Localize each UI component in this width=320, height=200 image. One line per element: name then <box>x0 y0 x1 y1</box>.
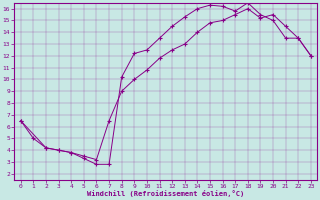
X-axis label: Windchill (Refroidissement éolien,°C): Windchill (Refroidissement éolien,°C) <box>87 190 244 197</box>
